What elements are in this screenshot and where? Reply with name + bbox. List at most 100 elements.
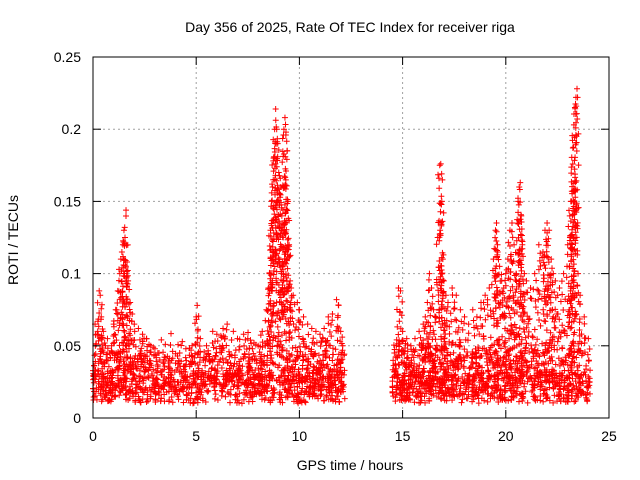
data-point-baseline bbox=[143, 399, 150, 406]
data-point-baseline bbox=[298, 389, 305, 396]
data-point-spread bbox=[546, 294, 553, 301]
data-point-baseline bbox=[454, 366, 461, 373]
data-point-baseline bbox=[407, 396, 414, 403]
data-point-spread bbox=[525, 320, 532, 327]
data-point-baseline bbox=[249, 393, 256, 400]
data-point-spread bbox=[223, 367, 230, 374]
data-point-baseline bbox=[190, 371, 197, 378]
data-point-spread bbox=[338, 357, 345, 364]
data-point-baseline bbox=[296, 398, 303, 405]
data-point-baseline bbox=[322, 347, 329, 354]
data-point-spread bbox=[518, 267, 525, 274]
data-point-spread bbox=[509, 234, 516, 241]
data-point-spread bbox=[549, 265, 556, 272]
data-point-baseline bbox=[152, 376, 159, 383]
data-point-baseline bbox=[226, 365, 233, 372]
data-point bbox=[469, 306, 476, 313]
x-tick-label: 10 bbox=[292, 428, 308, 444]
data-point-spread bbox=[433, 314, 440, 321]
data-point-spread bbox=[195, 365, 202, 372]
data-point-baseline bbox=[567, 367, 574, 374]
data-point-baseline bbox=[291, 387, 298, 394]
data-point bbox=[244, 335, 251, 342]
data-point-spread bbox=[574, 223, 581, 230]
data-point-baseline bbox=[407, 371, 414, 378]
data-point-spread bbox=[516, 257, 523, 264]
data-point-baseline bbox=[289, 391, 296, 398]
data-point-spread bbox=[269, 319, 276, 326]
data-point bbox=[550, 270, 557, 277]
data-point-spread bbox=[273, 275, 280, 282]
data-point-baseline bbox=[497, 386, 504, 393]
data-point-baseline bbox=[282, 385, 289, 392]
data-point-spread bbox=[282, 231, 289, 238]
data-point-spread bbox=[322, 353, 329, 360]
data-point bbox=[290, 292, 297, 299]
data-point-baseline bbox=[574, 367, 581, 374]
data-point-spread bbox=[334, 337, 341, 344]
data-point-spread bbox=[566, 207, 573, 214]
data-point-spread bbox=[288, 294, 295, 301]
data-point-baseline bbox=[583, 362, 590, 369]
data-point-baseline bbox=[557, 386, 564, 393]
data-point-baseline bbox=[551, 383, 558, 390]
data-point-spread bbox=[540, 350, 547, 357]
data-point-baseline bbox=[577, 382, 584, 389]
data-point-spread bbox=[260, 361, 267, 368]
data-point-baseline bbox=[106, 384, 113, 391]
data-point-spread bbox=[275, 329, 282, 336]
data-point-baseline bbox=[290, 394, 297, 401]
data-point-spread bbox=[285, 235, 292, 242]
data-point-baseline bbox=[157, 397, 164, 404]
data-point-spread bbox=[545, 235, 552, 242]
data-point-spread bbox=[576, 327, 583, 334]
data-point-spread bbox=[496, 304, 503, 311]
data-point-spread bbox=[518, 299, 525, 306]
data-point-baseline bbox=[235, 382, 242, 389]
data-point-spread bbox=[572, 311, 579, 318]
data-point-baseline bbox=[523, 369, 530, 376]
data-point-spread bbox=[394, 323, 401, 330]
data-point-baseline bbox=[254, 372, 261, 379]
data-point-baseline bbox=[233, 372, 240, 379]
data-point-baseline bbox=[295, 377, 302, 384]
data-point-spread bbox=[272, 214, 279, 221]
data-point-spread bbox=[398, 312, 405, 319]
data-point bbox=[273, 126, 280, 133]
data-point-baseline bbox=[524, 399, 531, 406]
data-point-baseline bbox=[141, 389, 148, 396]
data-point-spread bbox=[403, 355, 410, 362]
data-point-baseline bbox=[450, 381, 457, 388]
data-point-baseline bbox=[501, 387, 508, 394]
data-point-baseline bbox=[334, 393, 341, 400]
data-point-spread bbox=[300, 340, 307, 347]
data-point-baseline bbox=[147, 388, 154, 395]
data-point-spread bbox=[267, 355, 274, 362]
data-point-spread bbox=[411, 348, 418, 355]
data-point-spread bbox=[572, 105, 579, 112]
data-point-spread bbox=[289, 345, 296, 352]
data-point-baseline bbox=[389, 384, 396, 391]
data-point-baseline bbox=[340, 388, 347, 395]
data-point-spread bbox=[114, 354, 121, 361]
data-point-baseline bbox=[162, 341, 169, 348]
data-point-spread bbox=[202, 356, 209, 363]
data-point-baseline bbox=[309, 369, 316, 376]
data-point-spread bbox=[444, 349, 451, 356]
data-point-spread bbox=[534, 286, 541, 293]
data-point bbox=[457, 306, 464, 313]
data-point-baseline bbox=[480, 389, 487, 396]
data-point-spread bbox=[572, 179, 579, 186]
data-point-baseline bbox=[144, 387, 151, 394]
data-point-baseline bbox=[452, 371, 459, 378]
data-point-spread bbox=[516, 325, 523, 332]
data-point-spread bbox=[132, 343, 139, 350]
data-point bbox=[442, 292, 449, 299]
data-point-baseline bbox=[458, 399, 465, 406]
data-point-spread bbox=[456, 343, 463, 350]
data-point-spread bbox=[573, 133, 580, 140]
data-point-spread bbox=[187, 360, 194, 367]
data-point-spread bbox=[156, 356, 163, 363]
data-point bbox=[473, 313, 480, 320]
data-point bbox=[430, 306, 437, 313]
